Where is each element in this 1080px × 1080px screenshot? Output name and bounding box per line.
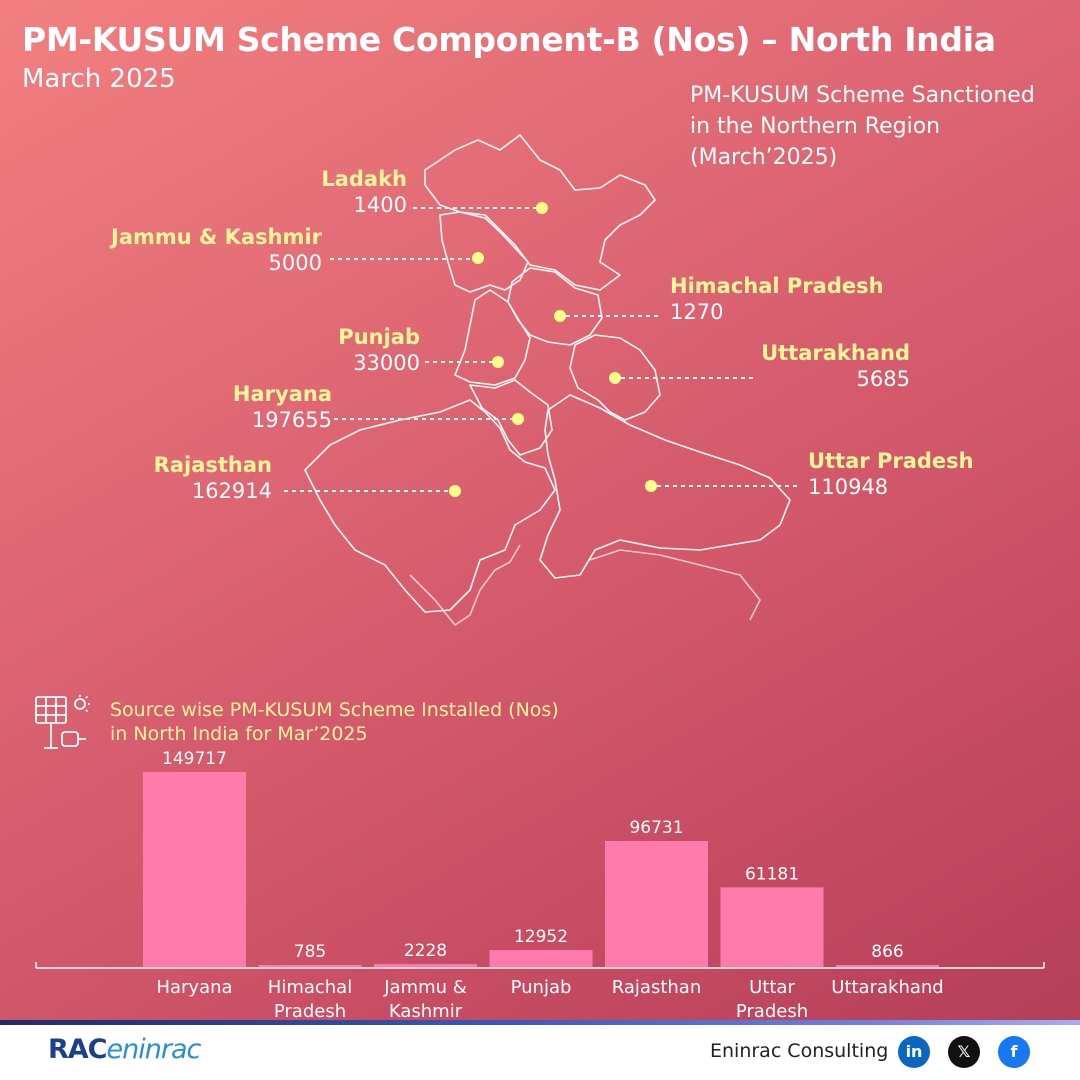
state-dot-jammu-kashmir (472, 252, 484, 264)
chart-title: Source wise PM-KUSUM Scheme Installed (N… (110, 698, 559, 746)
chart-title-line: Source wise PM-KUSUM Scheme Installed (N… (110, 699, 559, 721)
bar-value-label: 149717 (162, 749, 227, 769)
state-dot-uttarakhand (609, 372, 621, 384)
state-label-jammu-kashmir: Jammu & Kashmir 5000 (111, 224, 322, 276)
state-dot-rajasthan (449, 485, 461, 497)
state-dot-punjab (492, 356, 504, 368)
eninrac-logo: RACeninrac (48, 1034, 202, 1065)
category-label: Uttar (749, 977, 795, 998)
category-label: Rajasthan (612, 977, 701, 998)
bar-punjab (489, 950, 593, 967)
logo-rac-text: RAC (48, 1034, 108, 1065)
category-label: Pradesh (274, 1001, 346, 1020)
linkedin-icon[interactable]: in (898, 1036, 930, 1068)
state-name: Punjab (338, 325, 420, 349)
map-region-punjab (454, 289, 531, 386)
state-value: 5685 (856, 367, 910, 391)
state-value: 162914 (191, 479, 272, 503)
bar-jammu-kashmir (374, 964, 477, 967)
solar-pump-icon (35, 695, 90, 749)
page-title: PM-KUSUM Scheme Component-B (Nos) – Nort… (22, 20, 996, 59)
north-india-map (304, 134, 791, 613)
map-region-ladakh (424, 134, 656, 291)
x-glyph: 𝕏 (957, 1042, 971, 1061)
state-name: Uttarakhand (761, 341, 910, 365)
state-value: 1400 (353, 193, 407, 217)
state-name: Haryana (232, 382, 332, 406)
bar-value-label: 2228 (404, 941, 447, 961)
bar-himachal-pradesh (258, 965, 362, 967)
state-label-rajasthan: Rajasthan 162914 (154, 452, 272, 504)
bar-chart: 149717 Haryana 785 Himachal Pradesh 2228 Jammu… (35, 749, 1045, 1020)
state-label-haryana: Haryana 197655 (233, 381, 332, 433)
x-icon[interactable]: 𝕏 (948, 1036, 980, 1068)
map-caption-line: (March’2025) (690, 145, 838, 170)
bar-haryana (143, 772, 246, 967)
category-label: Himachal (268, 977, 352, 998)
map-region-rajasthan (304, 399, 556, 613)
facebook-glyph: f (1010, 1042, 1018, 1061)
logo-eninrac-text: eninrac (106, 1034, 202, 1065)
facebook-icon[interactable]: f (998, 1036, 1030, 1068)
state-value: 1270 (670, 300, 724, 324)
state-dot-ladakh (536, 202, 548, 214)
bar-value-label: 96731 (629, 818, 683, 838)
bar-uttar-pradesh (720, 887, 824, 967)
state-label-himachal-pradesh: Himachal Pradesh 1270 (670, 273, 884, 325)
map-region-uttar-pradesh (539, 394, 791, 579)
state-value: 5000 (268, 251, 322, 275)
state-name: Uttar Pradesh (808, 449, 974, 473)
state-value: 33000 (353, 351, 420, 375)
page-subtitle: March 2025 (22, 64, 176, 94)
company-name: Eninrac Consulting (710, 1040, 889, 1062)
state-value: 110948 (808, 475, 889, 499)
state-dot-himachal-pradesh (554, 310, 566, 322)
state-name: Ladakh (321, 167, 407, 191)
state-dot-uttar-pradesh (645, 480, 657, 492)
map-caption-line: PM-KUSUM Scheme Sanctioned (690, 83, 1035, 108)
state-label-ladakh: Ladakh 1400 (321, 166, 407, 218)
footer-accent-strip (0, 1020, 1080, 1025)
bar-value-label: 866 (871, 942, 903, 962)
bar-uttarakhand (836, 965, 939, 967)
state-label-uttarakhand: Uttarakhand 5685 (761, 340, 910, 392)
state-name: Jammu & Kashmir (111, 225, 322, 249)
map-region-uttarakhand (569, 334, 661, 421)
bar-value-label: 785 (294, 942, 326, 962)
state-label-uttar-pradesh: Uttar Pradesh 110948 (808, 448, 974, 500)
x-axis (35, 962, 1045, 969)
map-region-jammu-kashmir (439, 211, 529, 293)
map-caption: PM-KUSUM Scheme Sanctioned in the Northe… (690, 80, 1070, 173)
state-name: Himachal Pradesh (670, 274, 884, 298)
bar-value-label: 61181 (745, 864, 799, 884)
map-caption-line: in the Northern Region (690, 114, 941, 139)
bar-value-label: 12952 (514, 927, 568, 947)
category-label: Punjab (511, 977, 572, 998)
state-label-punjab: Punjab 33000 (338, 324, 420, 376)
category-label: Kashmir (389, 1001, 463, 1020)
category-label: Uttarakhand (831, 977, 943, 998)
category-label: Pradesh (736, 1001, 808, 1020)
linkedin-glyph: in (905, 1042, 923, 1061)
state-dot-haryana (512, 413, 524, 425)
category-label: Haryana (156, 977, 232, 998)
bar-rajasthan (605, 841, 708, 967)
state-name: Rajasthan (153, 453, 272, 477)
chart-title-line: in North India for Mar’2025 (110, 723, 368, 745)
state-value: 197655 (251, 408, 332, 432)
category-label: Jammu & (383, 977, 467, 998)
